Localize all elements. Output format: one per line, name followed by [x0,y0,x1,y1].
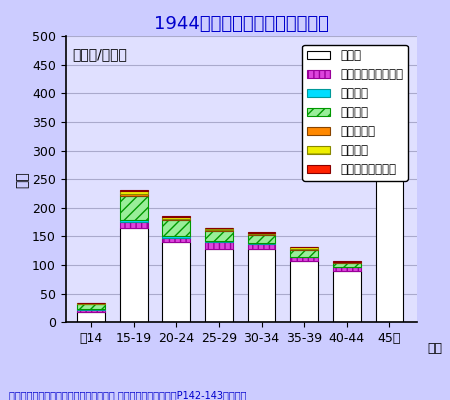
Bar [333,268,360,271]
Bar [248,243,275,244]
Bar [162,238,190,242]
Bar [375,100,403,322]
Bar [248,244,275,249]
Bar [162,242,190,322]
Bar [290,260,318,322]
Legend: 不就学, 簡易学校・書堂履修, 小学中退, 小卒相当, 高小卒相当, 中卒相当, 大卒・専門学校卒: 不就学, 簡易学校・書堂履修, 小学中退, 小卒相当, 高小卒相当, 中卒相当,… [302,45,408,180]
Bar [120,191,148,194]
Bar [375,80,403,81]
Bar [120,222,148,228]
Bar [248,234,275,235]
Bar [290,250,318,256]
Bar [333,271,360,322]
Bar [162,219,190,220]
Text: 『昭和十九年五月一日人口調査結果報告 其ノニ』朝鮮総督府、P142-143より作成: 『昭和十九年五月一日人口調査結果報告 其ノニ』朝鮮総督府、P142-143より作… [9,390,247,400]
Bar [162,216,190,217]
Bar [77,309,105,310]
Bar [248,233,275,234]
Bar [77,312,105,322]
Y-axis label: 万人: 万人 [15,171,29,188]
Bar [290,257,318,260]
Bar [375,81,403,84]
Bar [333,263,360,267]
Bar [77,310,105,312]
Bar [248,235,275,243]
Bar [333,262,360,263]
X-axis label: 年齢: 年齢 [427,342,442,356]
Bar [290,247,318,248]
Bar [162,236,190,238]
Bar [205,249,233,322]
Bar [205,230,233,231]
Bar [120,220,148,222]
Bar [120,194,148,196]
Text: 朝鮮人/男女計: 朝鮮人/男女計 [72,48,127,62]
Bar [290,248,318,250]
Bar [205,241,233,242]
Bar [375,79,403,80]
Bar [205,231,233,241]
Bar [120,228,148,322]
Bar [205,242,233,249]
Bar [375,84,403,100]
Bar [205,228,233,230]
Bar [162,220,190,236]
Bar [248,249,275,322]
Bar [120,190,148,191]
Bar [120,196,148,220]
Bar [162,217,190,219]
Title: 1944年朝鮮の学歴別現住者人口: 1944年朝鮮の学歴別現住者人口 [154,15,328,33]
Bar [290,256,318,257]
Bar [248,232,275,233]
Bar [77,304,105,309]
Bar [333,267,360,268]
